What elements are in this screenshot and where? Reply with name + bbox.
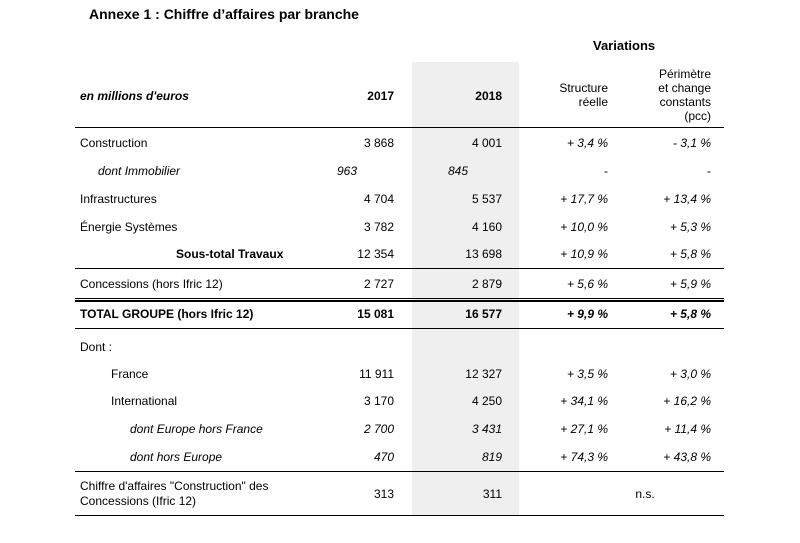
rule-subtotal: [75, 268, 724, 269]
variation-pcc: + 5,9 %: [669, 277, 711, 291]
variation-pcc: - 3,1 %: [672, 136, 711, 150]
value-2017: 3 868: [363, 136, 394, 150]
value-2017: 3 170: [363, 394, 394, 408]
value-2017: 470: [373, 450, 394, 464]
variation-structure: + 10,0 %: [560, 220, 608, 234]
variation-pcc: + 5,3 %: [669, 220, 711, 234]
column-2018-shading: [412, 62, 519, 516]
variation-pcc: + 3,0 %: [669, 367, 711, 381]
value-2017: 12 354: [357, 247, 394, 261]
row-label: Énergie Systèmes: [80, 220, 178, 234]
variation-pcc: + 16,2 %: [663, 394, 711, 408]
rule-total-top: [75, 298, 724, 299]
row-label: dont hors Europe: [130, 450, 223, 464]
value-2018: 311: [482, 487, 502, 501]
variation-pcc: + 5,8 %: [669, 307, 711, 321]
value-2018: 4 250: [471, 394, 502, 408]
value-2017: 963: [336, 164, 357, 178]
variation-pcc: + 13,4 %: [663, 192, 711, 206]
variation-structure: -: [604, 164, 608, 178]
rule-table-bottom: [75, 515, 724, 516]
page-title: Annexe 1 : Chiffre d’affaires par branch…: [89, 6, 359, 22]
variation-pcc: + 43,8 %: [663, 450, 711, 464]
value-2018: 3 431: [471, 422, 502, 436]
variation-pcc: -: [707, 164, 711, 178]
rule-total-top-double: [75, 300, 724, 302]
row-label: Concessions (hors Ifric 12): [80, 277, 223, 291]
rule-total-bottom: [75, 328, 724, 329]
variation-structure: + 9,9 %: [566, 307, 608, 321]
unit-label: en millions d'euros: [80, 89, 189, 103]
row-label: Chiffre d'affaires "Construction" des Co…: [80, 479, 269, 508]
value-2018: 16 577: [465, 307, 502, 321]
value-2018: 2 879: [471, 277, 502, 291]
value-2017: 3 782: [363, 220, 394, 234]
variation-pcc: + 11,4 %: [664, 422, 711, 436]
value-2017: 313: [373, 487, 394, 501]
value-2018: 12 327: [465, 367, 502, 381]
variation-pcc: + 5,8 %: [669, 247, 711, 261]
year-2017-header: 2017: [367, 89, 394, 103]
row-label: International: [111, 394, 178, 408]
row-label: Construction: [80, 136, 148, 150]
variation-structure: + 34,1 %: [560, 394, 608, 408]
variation-ns: n.s.: [635, 487, 655, 501]
value-2018: 13 698: [465, 247, 502, 261]
variation-structure: + 3,5 %: [566, 367, 608, 381]
row-label: dont Immobilier: [98, 164, 181, 178]
value-2018: 4 160: [471, 220, 502, 234]
variation-structure: + 3,4 %: [566, 136, 608, 150]
rule-header: [75, 127, 724, 128]
dont-label: Dont :: [80, 340, 113, 354]
value-2018: 4 001: [471, 136, 502, 150]
structure-reelle-header: Structure réelle: [559, 81, 608, 109]
variation-structure: + 5,6 %: [566, 277, 608, 291]
row-label: Infrastructures: [80, 192, 157, 206]
value-2017: 4 704: [363, 192, 394, 206]
variation-structure: + 17,7 %: [560, 192, 608, 206]
value-2018: 5 537: [471, 192, 502, 206]
row-label: TOTAL GROUPE (hors Ifric 12): [80, 307, 254, 321]
row-label: dont Europe hors France: [130, 422, 263, 436]
variations-header: Variations: [593, 38, 656, 53]
value-2018: 845: [447, 164, 468, 178]
rule-dont-bottom: [75, 471, 724, 472]
variation-structure: + 27,1 %: [560, 422, 608, 436]
value-2017: 11 911: [359, 367, 394, 381]
value-2017: 2 700: [363, 422, 394, 436]
value-2017: 15 081: [357, 307, 394, 321]
row-label: France: [111, 367, 149, 381]
year-2018-header: 2018: [475, 89, 502, 103]
value-2018: 819: [481, 450, 502, 464]
value-2017: 2 727: [363, 277, 394, 291]
row-label: Sous-total Travaux: [176, 247, 284, 261]
pcc-header: Périmètre et change constants (pcc): [658, 67, 711, 123]
variation-structure: + 74,3 %: [560, 450, 608, 464]
variation-structure: + 10,9 %: [560, 247, 608, 261]
